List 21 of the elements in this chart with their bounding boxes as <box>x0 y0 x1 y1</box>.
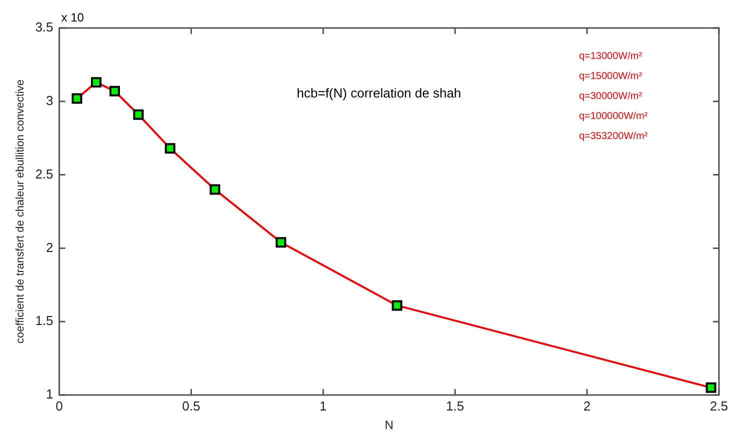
y-tick-label: 1.5 <box>35 313 54 328</box>
x-tick-label: 2 <box>583 398 591 414</box>
y-axis-title: coefficient de transfert de chaleur ebullition convective <box>14 80 27 344</box>
annotation: q=15000W/m² <box>578 70 643 82</box>
annotation: hcb=f(N) correlation de shah <box>296 86 462 101</box>
y-tick-label: 1 <box>46 386 54 402</box>
y-tick-label: 2 <box>46 240 54 255</box>
y-tick-label: 3.5 <box>35 20 54 35</box>
y-tick-label: 3 <box>46 92 54 108</box>
text: x 10 <box>61 10 84 24</box>
x-tick-label: 1.5 <box>446 398 464 414</box>
x-tick-label: 0 <box>56 398 63 414</box>
x-tick-label: 0.5 <box>182 398 200 414</box>
x-tick-label: 1 <box>320 398 327 414</box>
annotation: q=13000W/m² <box>578 50 643 62</box>
annotation: q=100000W/m² <box>578 110 648 122</box>
y-tick-label: 2.5 <box>35 166 54 182</box>
x-tick-label: 2.5 <box>710 398 728 414</box>
annotation: q=30000W/m² <box>578 90 643 102</box>
x-axis-title: N <box>384 418 394 432</box>
annotation: q=353200W/m² <box>578 130 648 142</box>
